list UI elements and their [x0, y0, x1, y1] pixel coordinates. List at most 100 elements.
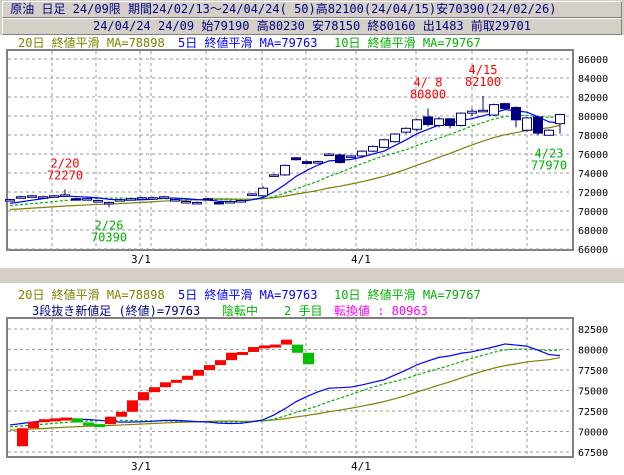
candle-body — [555, 113, 565, 125]
candle-body — [49, 195, 59, 198]
up-block — [171, 379, 182, 383]
ma5-line — [9, 108, 561, 204]
annotation-value: 77970 — [531, 158, 567, 172]
plot-frame — [6, 317, 574, 458]
candle-body — [137, 197, 147, 200]
up-block — [149, 387, 160, 393]
candle-body — [71, 198, 81, 201]
y-tick-label: 75000 — [578, 387, 608, 398]
up-block — [105, 416, 116, 425]
candle-body — [445, 118, 455, 126]
up-block — [215, 360, 226, 366]
candle-body — [27, 195, 37, 198]
y-tick-label: 72500 — [578, 407, 608, 418]
up-block — [138, 392, 149, 401]
y-tick-label: 72000 — [578, 188, 608, 199]
y-tick-label: 70000 — [578, 428, 608, 439]
annotation-value: 70390 — [91, 230, 127, 244]
up-block — [182, 375, 193, 380]
candle-body — [181, 201, 191, 204]
candle-body — [412, 119, 422, 130]
candle-body — [269, 174, 279, 177]
annotation-date: 2/26 — [95, 218, 124, 232]
y-tick-label: 74000 — [578, 169, 608, 180]
x-tick-label: 4/1 — [351, 253, 371, 266]
legend-ma10: 10日 終値平滑 MA=79767 — [334, 35, 481, 50]
up-block — [160, 382, 171, 388]
candle-body — [489, 104, 499, 116]
candle-body — [313, 161, 323, 164]
candle-body — [203, 198, 213, 201]
y-tick-label: 67500 — [578, 448, 608, 459]
candle-body — [346, 155, 356, 158]
y-tick-label: 84000 — [578, 74, 608, 85]
candle-body — [60, 194, 70, 197]
x-tick-label: 3/1 — [131, 460, 151, 473]
down-block — [83, 422, 94, 426]
candle-body — [93, 200, 103, 203]
up-block — [61, 417, 72, 421]
y-tick-label: 82000 — [578, 93, 608, 104]
candle-body — [225, 201, 235, 204]
x-tick-label: 4/1 — [351, 460, 371, 473]
down-block — [94, 424, 105, 428]
candle-body — [104, 201, 114, 205]
candle-body — [434, 118, 444, 126]
y-tick-label: 78000 — [578, 131, 608, 142]
candle-body — [170, 199, 180, 202]
trend-status: 陰転中 — [222, 303, 258, 318]
y-tick-label: 76000 — [578, 150, 608, 161]
up-block — [248, 347, 259, 352]
down-block — [72, 418, 83, 423]
candle-body — [258, 187, 268, 197]
up-block — [281, 339, 292, 345]
candle-body — [148, 197, 158, 200]
plot-frame — [6, 49, 574, 251]
legend-ma20-lower: 20日 終値平滑 MA=78898 — [18, 287, 165, 302]
line-break-chart: 67500 70000 72500 75000 77500 80000 82500 3/1 4/… — [0, 283, 624, 475]
ma20-line — [9, 124, 561, 211]
down-block — [303, 352, 314, 365]
y-tick-label: 77500 — [578, 366, 608, 377]
up-block — [28, 421, 39, 429]
y-tick-label: 70000 — [578, 207, 608, 218]
legend-ma20: 20日 終値平滑 MA=78898 — [18, 35, 165, 50]
candle-body — [16, 196, 26, 199]
annotation-date: 4/ 8 — [414, 75, 443, 89]
annotation-value: 82100 — [465, 75, 501, 89]
legend-ma10-lower: 10日 終値平滑 MA=79767 — [334, 287, 481, 302]
line-break-value: 3段抜き新値足 (終値)=79763 — [32, 303, 200, 318]
candle-body — [467, 110, 477, 114]
up-block — [237, 351, 248, 355]
trend-count: 2 手目 — [284, 304, 322, 318]
y-tick-label: 68000 — [578, 226, 608, 237]
y-tick-label: 80000 — [578, 346, 608, 357]
y-tick-label: 66000 — [578, 245, 608, 256]
y-tick-label: 86000 — [578, 55, 608, 66]
switch-value: 転換値 : 80963 — [334, 303, 428, 318]
up-block — [204, 365, 215, 370]
x-tick-label: 3/1 — [131, 253, 151, 266]
annotation-value: 72270 — [47, 168, 83, 182]
legend-ma5-lower: 5日 終値平滑 MA=79763 — [178, 287, 317, 302]
y-tick-label: 82500 — [578, 325, 608, 336]
up-block — [259, 345, 270, 349]
ma5-line — [9, 343, 561, 426]
candle-body — [38, 196, 48, 199]
candle-body — [324, 153, 334, 156]
candle-body — [478, 109, 488, 113]
candle-body — [533, 116, 543, 134]
candle-body — [423, 116, 433, 126]
y-tick-label: 80000 — [578, 112, 608, 123]
title-bar: 原油 日足 24/09限 期間24/02/13～24/04/24( 50)高82… — [2, 1, 622, 18]
candle-body — [368, 145, 378, 152]
up-block — [127, 400, 138, 412]
candle-body — [390, 133, 400, 143]
candle-body — [280, 164, 290, 176]
candle-body — [126, 198, 136, 201]
annotation-date: 4/15 — [469, 63, 498, 77]
legend-ma5: 5日 終値平滑 MA=79763 — [178, 35, 317, 50]
candle-body — [357, 150, 367, 157]
candle-body — [544, 129, 554, 136]
candle-body — [214, 201, 224, 205]
